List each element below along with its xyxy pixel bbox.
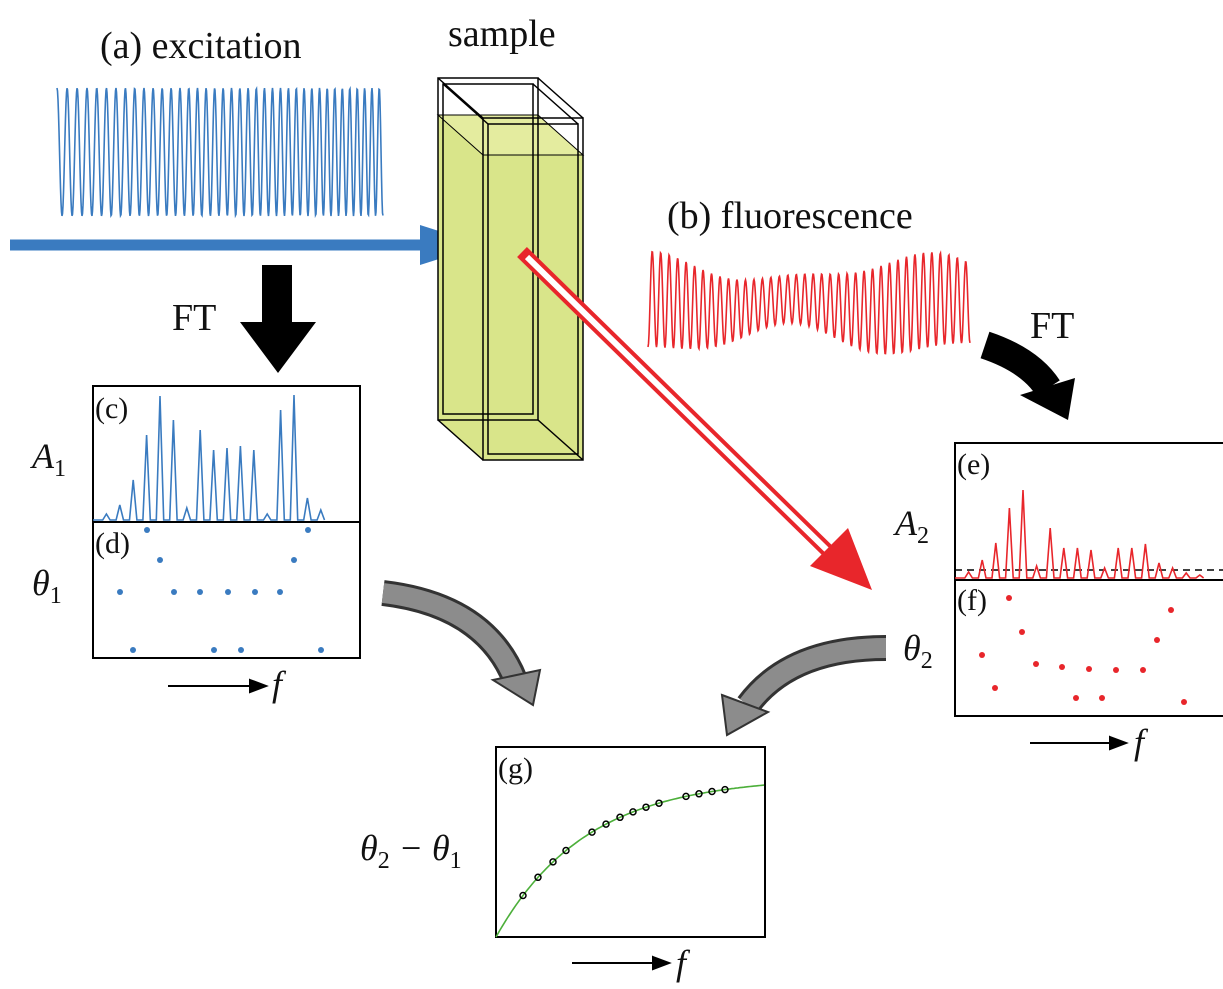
phase-dot (1006, 595, 1012, 601)
phase-point (616, 813, 624, 822)
phase-dot (1154, 637, 1160, 643)
cuvette (436, 77, 585, 461)
ft-arrow (980, 331, 1075, 420)
freq-label: f (676, 943, 691, 983)
phase-dot (238, 647, 244, 653)
phase-dot (291, 557, 297, 563)
phase-dot (1059, 664, 1065, 670)
sample-label: sample (448, 13, 556, 55)
emission-arrow (517, 246, 872, 590)
phase-dot (157, 557, 163, 563)
panel (954, 442, 1223, 717)
phase-dot (117, 589, 123, 595)
phase-dot (130, 647, 136, 653)
spectrum (955, 489, 1205, 579)
phase-dot (171, 589, 177, 595)
axis-label: θ2 (903, 628, 933, 674)
freq-arrow (168, 678, 1129, 971)
phase-point (602, 820, 610, 828)
phase-dot (277, 589, 283, 595)
spectrum (93, 394, 326, 521)
phase-dot (1033, 661, 1039, 667)
panel-tag: (g) (498, 752, 533, 785)
panel (495, 746, 766, 938)
panel-tag: (c) (95, 392, 128, 425)
phase-dot (979, 652, 985, 658)
panel-tag: (f) (957, 584, 987, 617)
phase-dot (318, 647, 324, 653)
phase-dot (225, 589, 231, 595)
combine-arrow (381, 580, 887, 737)
phase-point (534, 873, 542, 882)
phase-point (549, 858, 557, 866)
phase-point (629, 808, 637, 816)
fit-curve (495, 784, 765, 938)
ft-arrow (240, 265, 316, 373)
panel-tag: (d) (95, 527, 130, 560)
freq-label: f (1134, 722, 1149, 762)
phase-dot (1019, 629, 1025, 635)
phase-point (588, 828, 596, 836)
axis-label: A1 (30, 436, 66, 482)
phase-dot (992, 685, 998, 691)
axis-label: θ1 (32, 563, 62, 609)
axis-label: θ2 − θ1 (360, 828, 462, 874)
phase-dot (1113, 667, 1119, 673)
phase-dot (252, 589, 258, 595)
phase-point (642, 803, 650, 811)
phase-dot (144, 527, 150, 533)
phase-dot (1181, 699, 1187, 705)
ft-label: FT (1030, 305, 1074, 347)
axis-label: A2 (893, 503, 929, 549)
phase-dot (211, 647, 217, 653)
phase-point (682, 792, 690, 801)
phase-dot (1099, 695, 1105, 701)
excitation-wave (56, 85, 384, 219)
fluorescence-label: (b) fluorescence (667, 195, 913, 237)
panel-tag: (e) (957, 448, 990, 481)
phase-dot (1086, 666, 1092, 672)
phase-point (519, 891, 527, 900)
phase-point (695, 790, 703, 798)
phase-point (721, 785, 729, 794)
phase-point (708, 787, 716, 796)
phase-dot (305, 527, 311, 533)
fluorescence-wave (647, 250, 971, 355)
panel (92, 385, 361, 659)
phase-dot (197, 589, 203, 595)
phase-point (562, 846, 570, 855)
freq-label: f (272, 664, 287, 704)
phase-point (655, 799, 663, 807)
excitation-label: (a) excitation (100, 25, 302, 67)
phase-dot (1140, 667, 1146, 673)
ft-label: FT (172, 297, 216, 339)
phase-dot (1073, 695, 1079, 701)
phase-dot (1168, 607, 1174, 613)
